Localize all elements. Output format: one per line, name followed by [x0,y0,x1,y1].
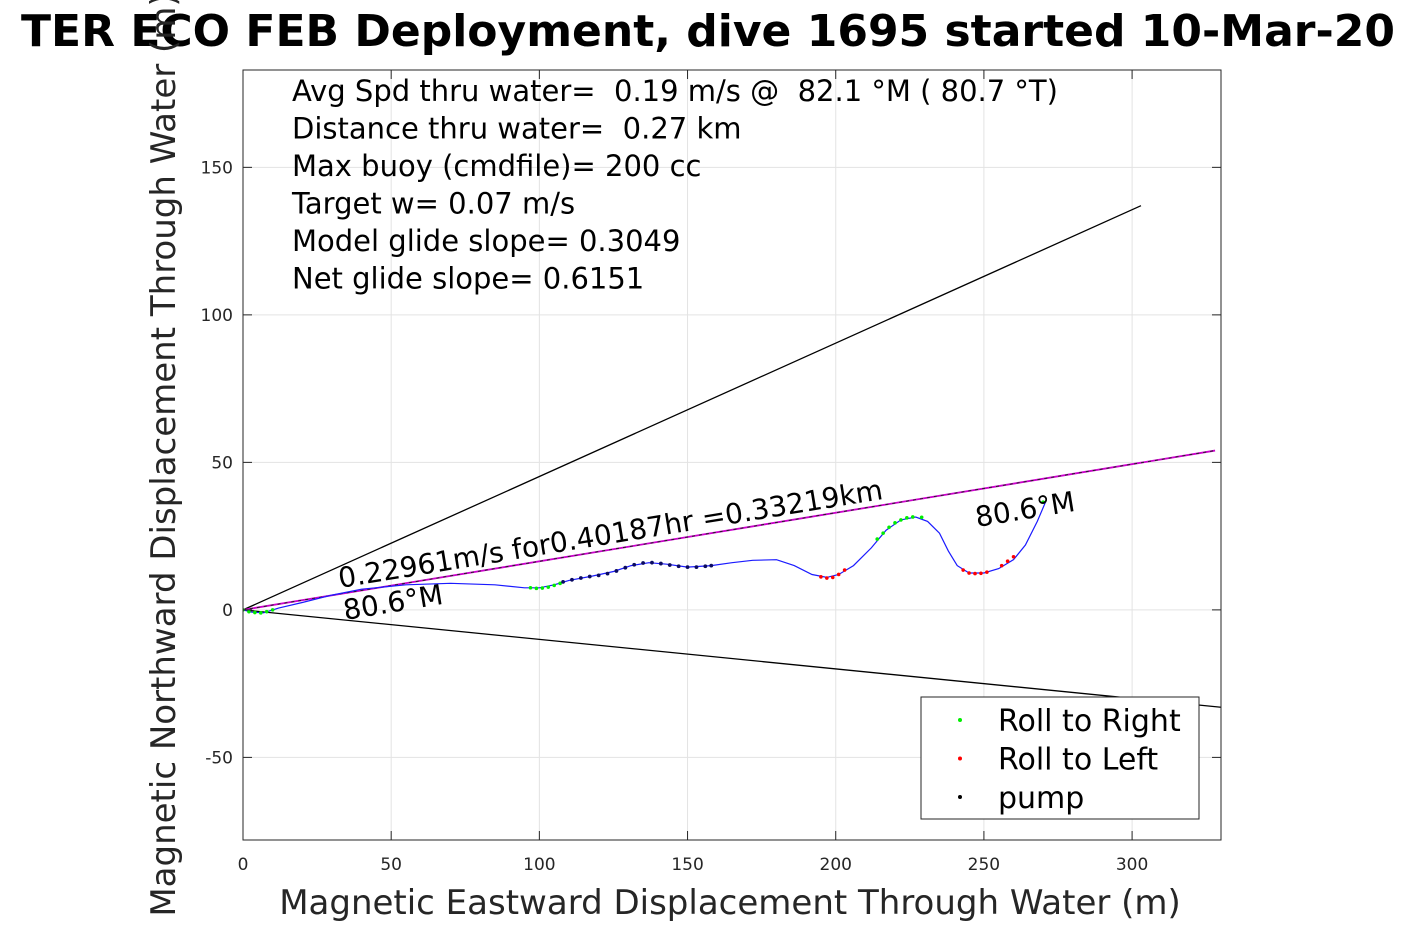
pump-point [709,563,714,568]
roll-to-left-point [979,571,983,576]
x-tick-label: 50 [380,855,402,875]
roll-to-right-point [253,610,257,615]
net-track-line-dash [243,450,1216,611]
roll-to-right-point [540,586,545,590]
x-tick-label: 100 [523,855,555,875]
roll-to-left-point [1011,554,1016,559]
roll-to-right-point [910,515,915,519]
pump-point [641,561,645,565]
legend-entry-roll-to-right: Roll to Right [998,704,1181,739]
roll-to-right-point [546,585,551,589]
legend-marker-pump [958,795,962,799]
plot-area [243,205,1221,708]
pump-point [614,569,619,573]
ticks: 0 50 100 150 200 250 300 -50 0 50 100 150 [201,70,1221,875]
legend-entry-roll-to-left: Roll to Left [998,743,1158,778]
y-tick-label: -50 [205,748,233,768]
x-tick-label: 300 [1116,855,1148,875]
roll-to-left-point [842,568,847,572]
track-line [243,500,1047,614]
pump-point [623,565,628,570]
pump-point [632,562,637,567]
stat-line: Net glide slope= 0.6151 [292,262,644,296]
roll-to-left-point [967,571,971,575]
y-tick-label: 50 [211,453,233,473]
y-tick-label: 100 [201,306,233,326]
legend-box [920,696,1200,820]
legend-entry-pump: pump [998,781,1084,816]
stat-line: Model glide slope= 0.3049 [292,224,680,258]
roll-to-right-point [887,525,891,530]
roll-to-right-point [881,531,885,535]
roll-to-left-point [830,575,835,580]
pump-point [605,571,610,576]
roll-to-right-point [270,608,275,612]
roll-to-left-point [999,563,1004,568]
x-tick-label: 250 [968,855,1000,875]
pump-point [596,573,601,578]
roll-to-right-point [247,609,251,614]
roll-to-left-point [961,568,965,572]
legend-marker-roll-to-right [958,718,962,722]
cone-upper-line [243,205,1142,611]
pump-point [694,565,699,570]
axes-box [242,69,1222,841]
y-tick-label: 150 [201,158,233,178]
x-tick-label: 150 [671,855,703,875]
roll-to-left-point [825,576,829,580]
roll-to-right-point [264,609,269,614]
roll-to-right-point [899,518,903,522]
roll-to-right-point [552,583,556,588]
roll-to-left-point [1005,559,1010,564]
roll-to-right-point [534,586,539,591]
pump-point [703,564,708,569]
roll-to-left-point [985,570,989,574]
roll-to-left-point [819,575,823,579]
stats-block: Avg Spd thru water= 0.19 m/s @ 82.1 °M (… [291,74,1058,296]
roll-to-right-point [893,521,897,525]
roll-to-right-point [919,515,924,520]
stat-line: Avg Spd thru water= 0.19 m/s @ 82.1 °M (… [292,74,1058,108]
pump-point [676,564,681,569]
y-tick-label: 0 [222,601,233,621]
roll-to-left-point [836,572,841,577]
pump-point [578,576,583,580]
x-tick-label: 0 [238,855,249,875]
stat-line: Distance thru water= 0.27 km [292,112,742,146]
roll-to-left-point [973,571,977,576]
pump-point [561,579,565,584]
y-axis-label: Magnetic Northward Displacement Through … [144,0,184,917]
cone-lower-line [243,609,1221,708]
chart-title: TER ECO FEB Deployment, dive 1695 starte… [21,6,1395,57]
x-axis-label: Magnetic Eastward Displacement Through W… [279,883,1181,923]
roll-to-right-point [258,611,263,615]
roll-to-right-point [558,581,562,586]
grid [242,70,1221,840]
pump-point [685,565,690,570]
pump-point [587,574,592,579]
x-tick-label: 200 [820,855,852,875]
stat-line: Target w= 0.07 m/s [291,187,575,221]
roll-to-right-point [875,537,880,541]
pump-point [570,577,574,582]
pump-point [658,561,663,566]
roll-to-right-point [528,585,533,590]
pump-point [667,563,672,567]
roll-to-right-point [1041,500,1045,505]
pump-point [650,560,654,565]
roll-to-right-point [905,516,909,520]
legend-marker-roll-to-left [958,756,962,761]
stat-line: Max buoy (cmdfile)= 200 cc [292,149,701,183]
